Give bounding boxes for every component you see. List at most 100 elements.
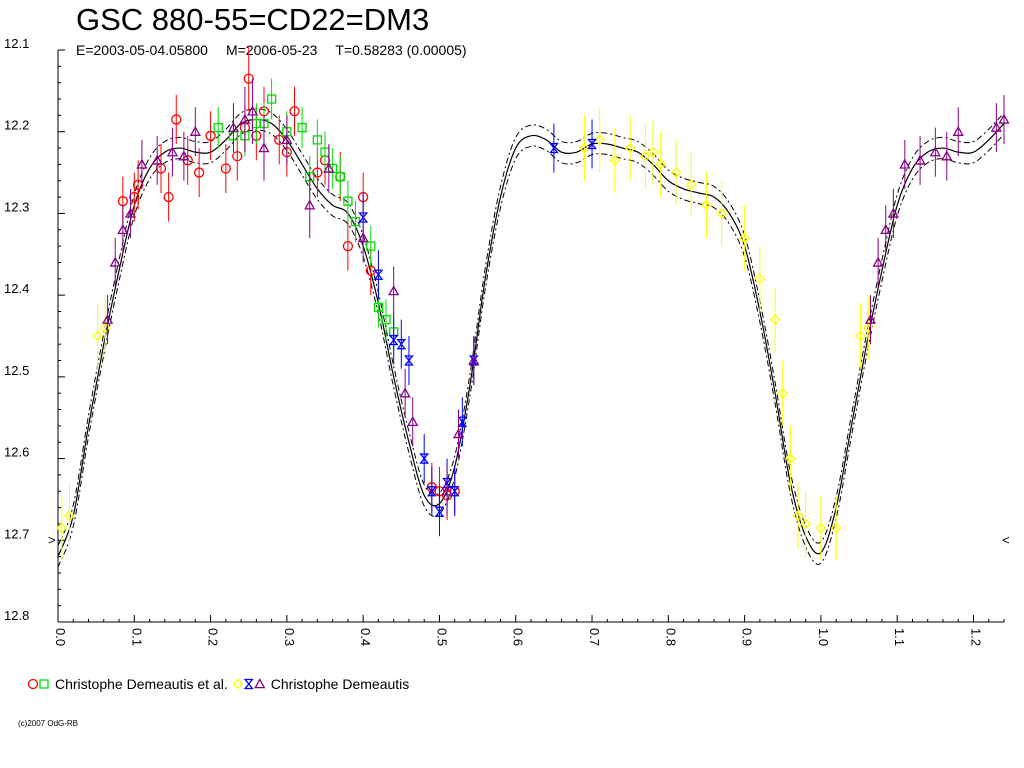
data-point xyxy=(258,142,270,153)
data-point xyxy=(171,114,182,125)
data-point xyxy=(189,125,201,136)
data-point xyxy=(952,125,964,136)
data-point xyxy=(929,146,941,157)
data-point xyxy=(297,122,307,133)
data-point xyxy=(304,199,316,210)
data-point xyxy=(232,151,243,162)
data-point xyxy=(136,158,148,169)
data-point xyxy=(407,415,419,427)
data-point xyxy=(784,453,796,464)
data-point xyxy=(449,486,460,497)
x-tick-label: 1.0 xyxy=(816,628,831,646)
data-point xyxy=(388,285,400,296)
data-point xyxy=(289,106,300,117)
data-point xyxy=(117,223,129,235)
data-point xyxy=(701,199,712,211)
data-point xyxy=(941,150,953,161)
data-point xyxy=(468,354,480,365)
data-point xyxy=(178,150,190,161)
data-point xyxy=(419,453,430,464)
legend-label: Christophe Demeautis et al. xyxy=(55,676,228,692)
legend-marker-triangle xyxy=(254,678,266,689)
data-point xyxy=(281,134,293,145)
data-point xyxy=(357,232,369,243)
data-point xyxy=(99,322,111,334)
data-point xyxy=(64,510,75,522)
data-point xyxy=(403,355,414,366)
data-point xyxy=(594,134,606,146)
y-tick-label: 12.3 xyxy=(4,199,29,214)
footer-credit: (c)2007 OdG-RB xyxy=(18,719,79,728)
data-point xyxy=(129,191,140,203)
data-point xyxy=(193,167,205,178)
y-tick-label: 12.5 xyxy=(4,363,29,378)
x-tick-label: 0.9 xyxy=(740,628,755,646)
legend-label: Christophe Demeautis xyxy=(271,676,410,692)
data-point xyxy=(101,313,114,324)
data-point xyxy=(990,121,1002,132)
data-point xyxy=(163,191,174,203)
data-point xyxy=(864,313,877,324)
data-point xyxy=(578,142,590,154)
data-point xyxy=(830,522,842,534)
data-point xyxy=(342,240,354,252)
data-point xyxy=(647,146,659,158)
data-point xyxy=(655,158,667,170)
data-point xyxy=(92,330,104,342)
data-point xyxy=(343,196,353,206)
data-point xyxy=(899,158,911,169)
data-point xyxy=(855,330,866,342)
data-point xyxy=(132,179,144,190)
legend-marker-circle xyxy=(27,678,39,690)
data-point xyxy=(213,122,223,133)
model-fit-line xyxy=(57,118,1005,557)
data-point xyxy=(205,130,216,141)
data-point xyxy=(335,172,345,182)
legend: Christophe Demeautis et al. Christophe De… xyxy=(27,676,410,692)
data-point xyxy=(670,167,682,178)
data-point xyxy=(739,232,751,244)
model-curve xyxy=(57,108,1005,568)
data-point xyxy=(246,105,259,116)
data-point xyxy=(323,162,335,173)
chart-title: GSC 880-55=CD22=DM3 xyxy=(76,2,430,37)
data-point xyxy=(587,138,597,150)
x-tick-label: 0.8 xyxy=(663,628,678,646)
data-point xyxy=(442,477,453,489)
right-edge-marker: < xyxy=(1002,532,1010,547)
data-point xyxy=(468,355,479,366)
data-point xyxy=(358,212,369,223)
data-point xyxy=(624,142,636,154)
x-tick-label: 0.0 xyxy=(53,628,68,646)
data-point xyxy=(373,269,384,280)
data-point xyxy=(220,163,231,174)
data-point xyxy=(381,315,391,325)
data-point xyxy=(640,150,651,162)
data-point xyxy=(800,518,812,530)
data-point xyxy=(880,223,892,235)
data-point xyxy=(56,522,68,534)
data-point xyxy=(109,256,121,267)
data-point xyxy=(769,314,781,326)
data-point xyxy=(815,522,827,534)
y-tick-label: 12.4 xyxy=(4,281,29,296)
x-tick-label: 0.3 xyxy=(282,628,297,646)
y-tick-label: 12.2 xyxy=(4,118,29,133)
data-point xyxy=(426,486,437,497)
data-point xyxy=(998,113,1010,124)
period-label: T=0.58283 (0.00005) xyxy=(335,42,467,58)
data-point xyxy=(151,154,163,165)
data-point xyxy=(887,207,899,218)
data-point xyxy=(452,428,465,439)
data-point xyxy=(227,121,240,132)
data-point xyxy=(434,506,445,517)
data-point xyxy=(396,339,407,350)
series-triangle xyxy=(101,78,1010,516)
data-point xyxy=(366,241,376,251)
data-point xyxy=(914,154,926,165)
data-point xyxy=(685,179,697,191)
data-point xyxy=(716,208,728,219)
x-tick-label: 0.7 xyxy=(587,628,602,646)
x-tick-label: 1.1 xyxy=(892,628,907,646)
